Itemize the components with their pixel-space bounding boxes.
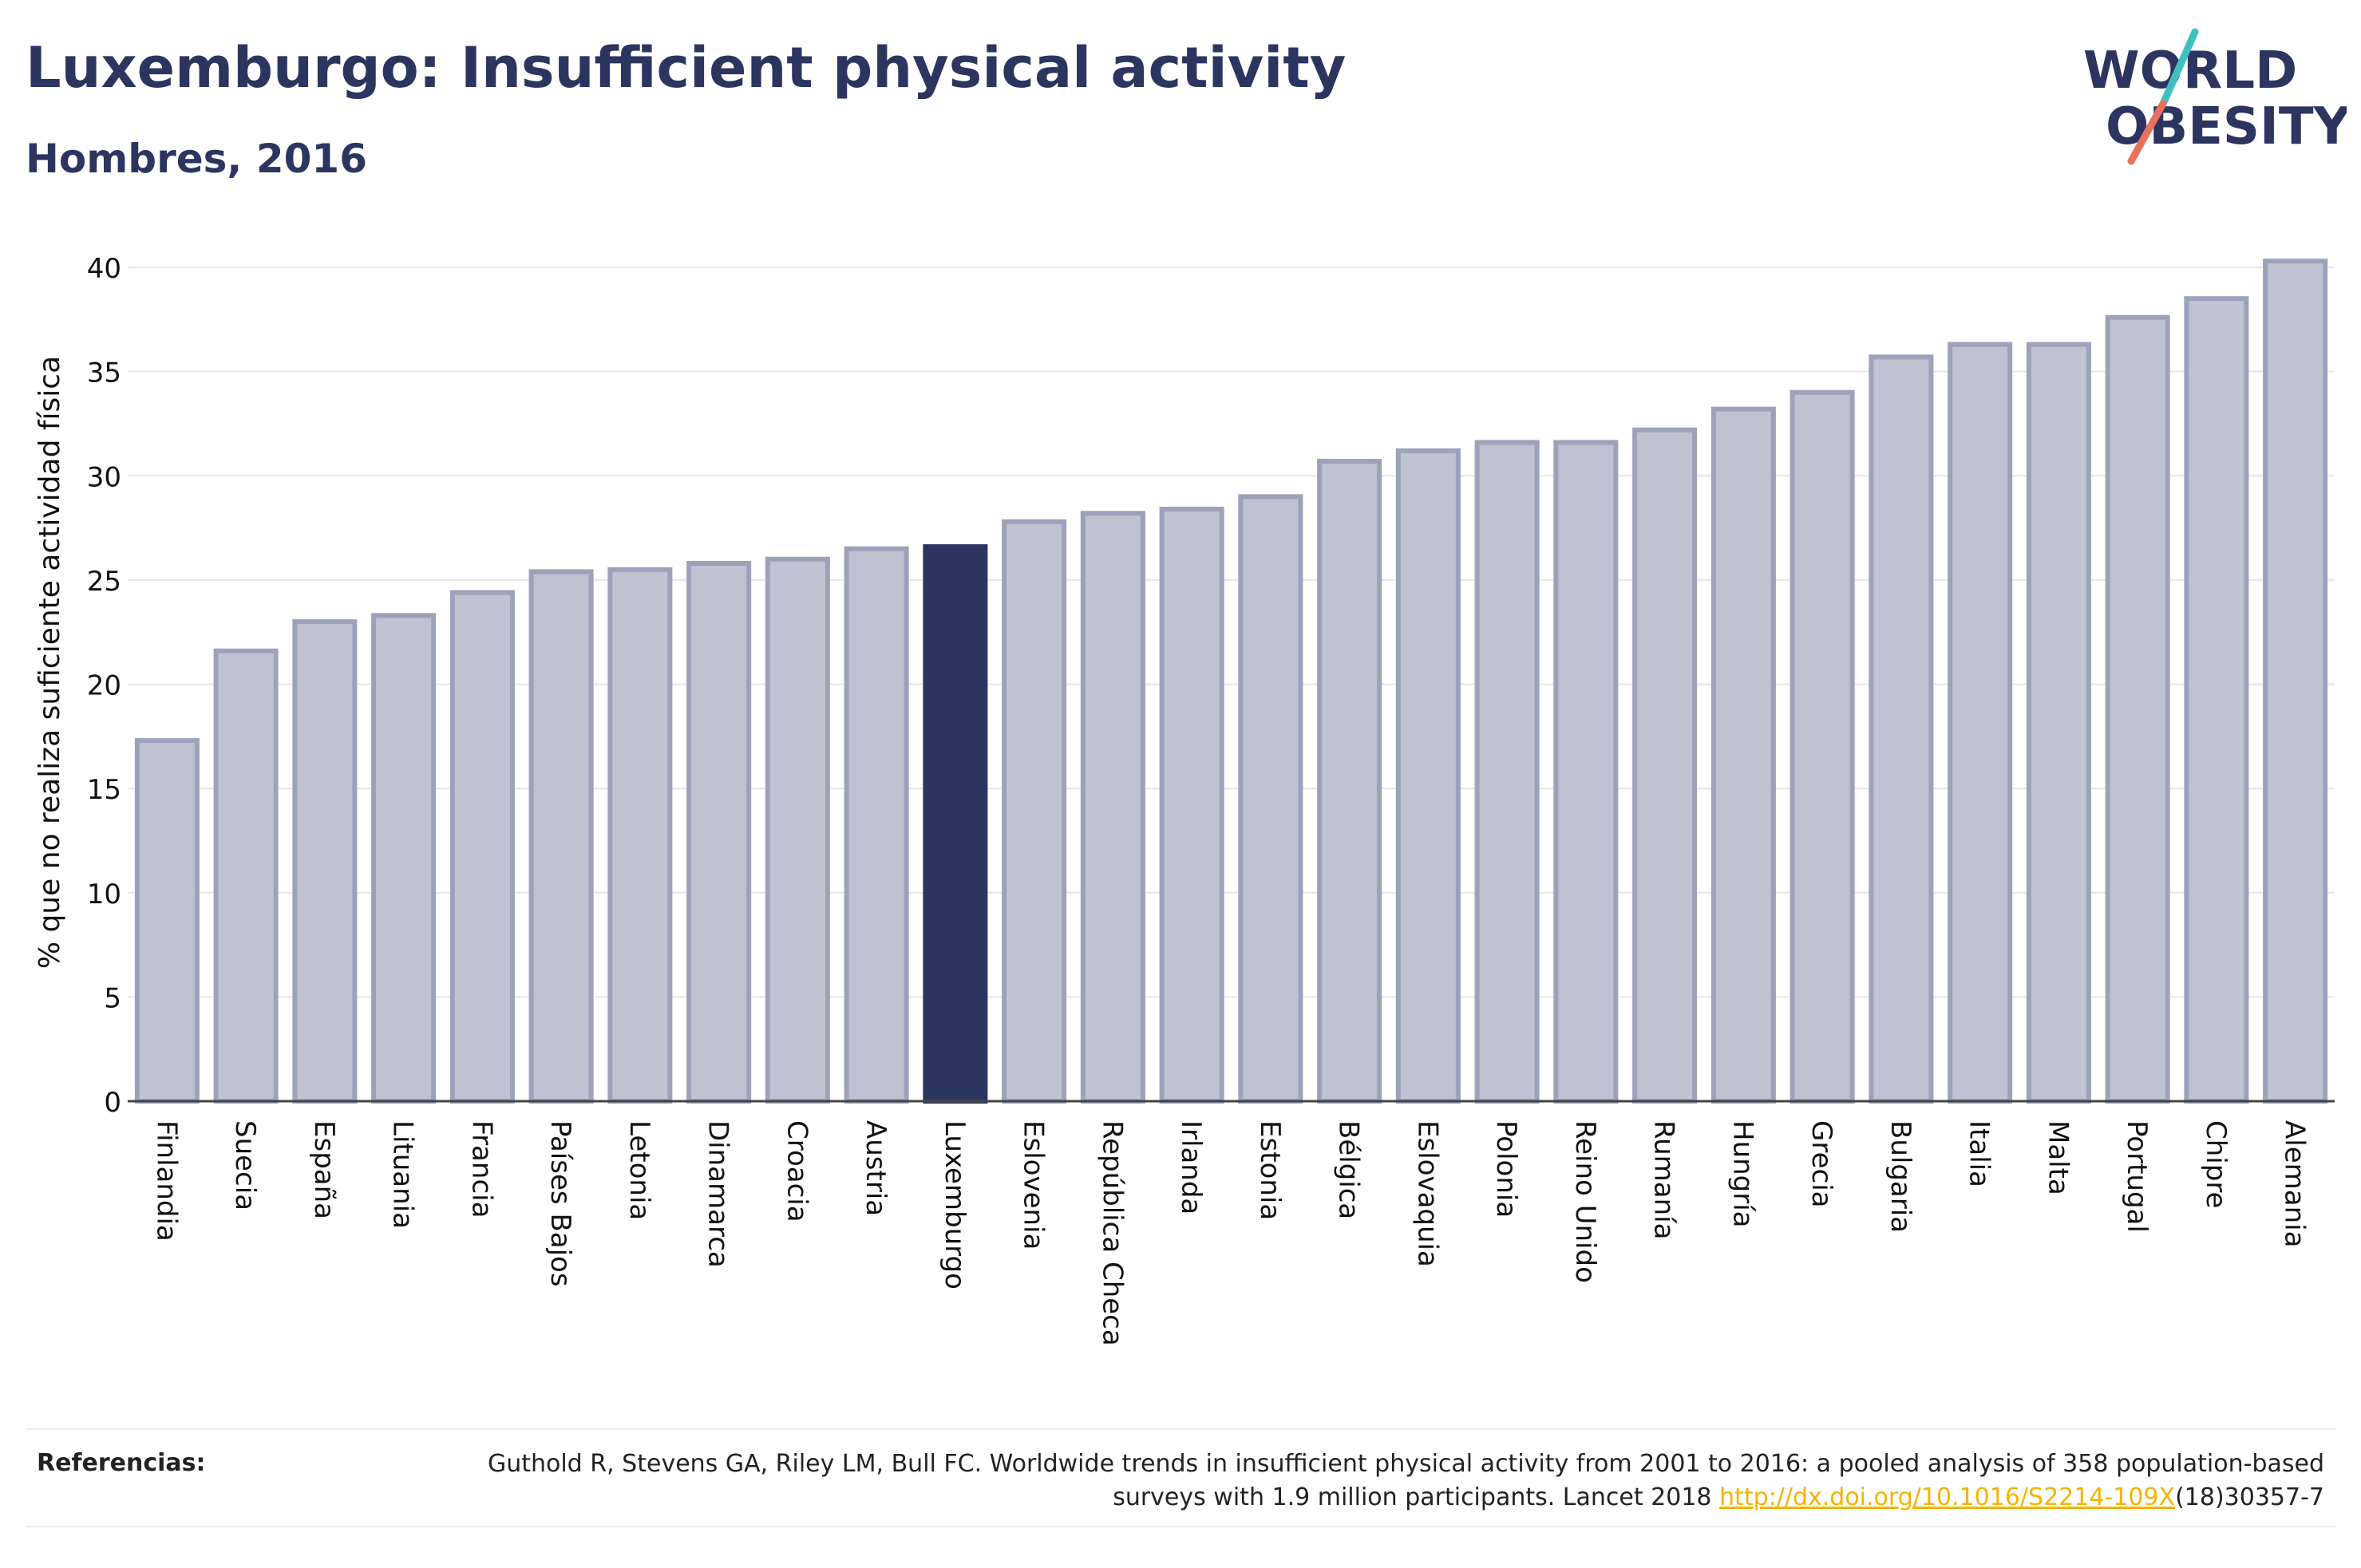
world-obesity-logo: WORLD OBESITY xyxy=(2083,28,2347,165)
x-tick-label: España xyxy=(308,1120,340,1219)
x-tick-label: Grecia xyxy=(1805,1120,1837,1207)
bar xyxy=(686,560,752,1104)
bar xyxy=(2184,296,2249,1104)
references-panel: Referencias: Guthold R, Stevens GA, Rile… xyxy=(26,1428,2335,1527)
bar xyxy=(1238,494,1303,1104)
bar xyxy=(528,569,594,1104)
x-tick-label: Reino Unido xyxy=(1569,1120,1601,1283)
bar xyxy=(1869,354,1934,1104)
x-tick-label: Dinamarca xyxy=(702,1120,734,1268)
bar xyxy=(765,556,830,1104)
references-citation-end: (18)30357-7 xyxy=(2175,1483,2324,1511)
x-tick-label: Italia xyxy=(1964,1120,1995,1187)
x-tick-label: Lituania xyxy=(387,1120,419,1229)
x-tick-label: Polonia xyxy=(1490,1120,1522,1218)
x-tick-label: Bulgaria xyxy=(1884,1120,1916,1233)
x-tick-label: Irlanda xyxy=(1175,1120,1207,1215)
page-subtitle: Hombres, 2016 xyxy=(26,136,367,182)
bar xyxy=(1080,511,1145,1104)
bar xyxy=(1790,389,1855,1104)
bar xyxy=(1474,440,1540,1104)
y-tick-label: 30 xyxy=(87,461,121,493)
references-citation: Guthold R, Stevens GA, Riley LM, Bull FC… xyxy=(487,1450,2324,1511)
bar-chart: % que no realiza suficiente actividad fí… xyxy=(34,253,2335,1346)
x-tick-label: Países Bajos xyxy=(544,1120,576,1287)
bar xyxy=(1948,342,2013,1104)
x-tick-label: Estonia xyxy=(1254,1120,1286,1220)
bar xyxy=(292,619,358,1104)
logo-slash-teal xyxy=(2159,28,2199,108)
bar xyxy=(2026,342,2091,1104)
x-tick-label: Luxemburgo xyxy=(939,1120,971,1290)
bar xyxy=(2263,259,2328,1104)
bar xyxy=(2105,314,2170,1104)
x-tick-label: Rumanía xyxy=(1648,1120,1680,1239)
bar xyxy=(1395,448,1461,1104)
bar xyxy=(1710,406,1776,1104)
bar xyxy=(844,546,909,1104)
x-tick-label: Portugal xyxy=(2121,1120,2153,1233)
x-tick-label: República Checa xyxy=(1096,1120,1128,1346)
x-tick-label: Hungría xyxy=(1726,1120,1758,1228)
x-tick-label: Eslovenia xyxy=(1018,1120,1050,1250)
bar xyxy=(923,544,988,1104)
bar xyxy=(134,738,200,1104)
y-tick-label: 10 xyxy=(87,879,121,910)
x-tick-label: Croacia xyxy=(781,1120,813,1222)
logo-line2: OBESITY xyxy=(2106,97,2347,156)
x-tick-label: Malta xyxy=(2042,1120,2074,1195)
y-tick-label: 40 xyxy=(87,253,121,285)
y-tick-label: 15 xyxy=(87,774,121,806)
x-tick-label: Bélgica xyxy=(1333,1120,1365,1219)
y-tick-label: 20 xyxy=(87,670,121,702)
page-title: Luxemburgo: Insufficient physical activi… xyxy=(26,35,1347,101)
bar xyxy=(371,613,437,1104)
x-tick-label: Alemania xyxy=(2279,1120,2311,1247)
y-tick-label: 0 xyxy=(104,1087,121,1119)
x-tick-label: Finlandia xyxy=(150,1120,182,1242)
bar xyxy=(1317,458,1382,1104)
bar xyxy=(213,648,279,1104)
x-tick-label: Suecia xyxy=(229,1120,261,1211)
references-text: Guthold R, Stevens GA, Riley LM, Bull FC… xyxy=(409,1448,2324,1515)
bar xyxy=(1632,427,1698,1104)
bar xyxy=(607,567,673,1104)
x-tick-label: Francia xyxy=(465,1120,497,1218)
bar xyxy=(1159,507,1224,1104)
y-axis-label: % que no realiza suficiente actividad fí… xyxy=(34,356,66,969)
y-tick-label: 5 xyxy=(104,982,121,1014)
bar xyxy=(1553,440,1619,1104)
x-tick-label: Letonia xyxy=(623,1120,655,1220)
y-tick-label: 25 xyxy=(87,566,121,598)
x-tick-label: Chipre xyxy=(2200,1120,2232,1208)
references-doi-link[interactable]: http://dx.doi.org/10.1016/S2214-109X xyxy=(1719,1483,2176,1511)
x-tick-label: Eslovaquia xyxy=(1411,1120,1443,1267)
x-tick-label: Austria xyxy=(860,1120,892,1216)
logo-slash-coral xyxy=(2127,100,2167,165)
bar xyxy=(449,590,515,1104)
bar xyxy=(1002,519,1067,1104)
references-label: Referencias: xyxy=(37,1449,206,1477)
y-tick-label: 35 xyxy=(87,357,121,389)
